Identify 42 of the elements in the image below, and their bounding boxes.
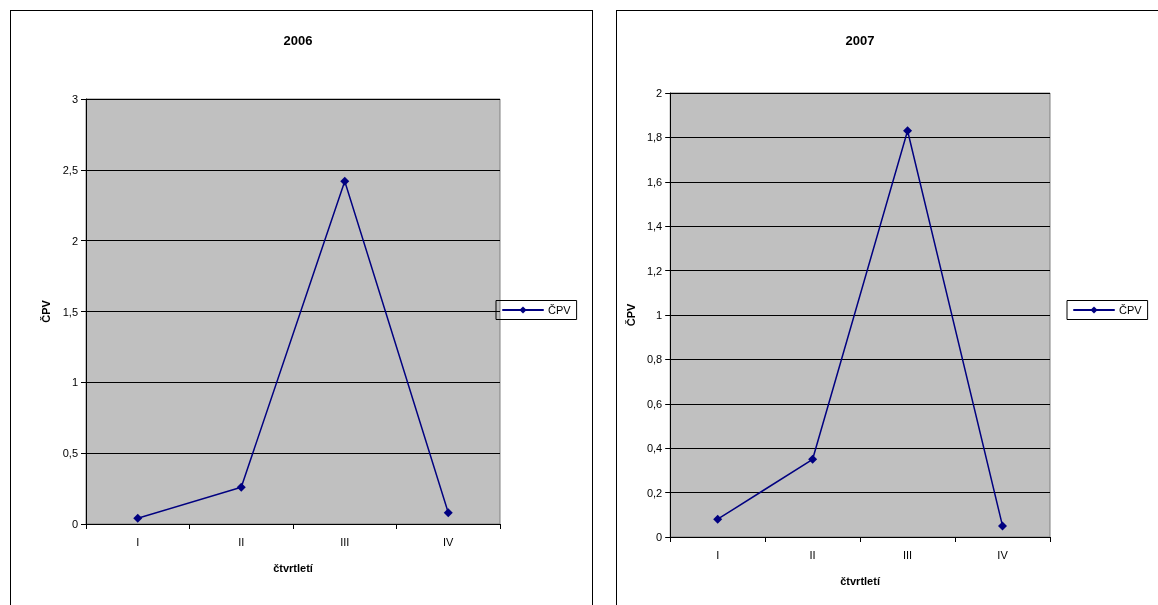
y-tick-label: 1,2 [646,264,663,277]
x-tick-label: III [340,535,350,548]
x-tick-label: I [716,548,720,561]
point [133,513,143,523]
y-tick-label: 2 [656,87,663,99]
x-tick-label: II [809,548,816,561]
chart-title: 2006 [283,33,313,48]
y-tick-label: 0,4 [646,442,663,455]
y-tick-label: 0,6 [646,397,663,410]
y-tick-label: 0 [656,531,663,543]
point [998,521,1008,531]
x-axis-title: čtvrtletí [273,561,314,574]
point [903,126,913,136]
y-tick-label: 3 [71,93,78,105]
x-tick-label: III [902,548,913,561]
y-tick-label: 0,8 [646,353,663,366]
y-tick-label: 1,8 [646,131,663,144]
x-axis-title: čtvrtletí [840,574,881,587]
y-tick-label: 1,4 [646,220,663,233]
y-tick-label: 1 [656,309,663,321]
y-tick-label: 2 [71,234,78,247]
y-tick-label: 1,6 [646,175,663,188]
point [808,454,818,464]
point [713,514,723,524]
y-tick-label: 0,2 [646,486,663,499]
point [443,508,453,518]
legend-label: ČPV [548,304,572,316]
chart-title: 2007 [845,33,875,48]
x-tick-label: IV [997,548,1009,561]
y-axis-title: ČPV [40,299,53,323]
point [340,176,350,186]
y-axis-title: ČPV [624,303,637,327]
x-tick-label: I [136,535,140,548]
y-tick-label: 1,5 [62,305,78,318]
y-tick-label: 0,5 [62,447,78,460]
y-tick-label: 0 [71,518,78,530]
x-tick-label: IV [443,535,455,548]
legend-label: ČPV [1119,304,1143,316]
x-tick-label: II [238,535,245,548]
y-tick-label: 2,5 [62,163,78,176]
point [236,482,246,492]
y-tick-label: 1 [71,376,78,389]
